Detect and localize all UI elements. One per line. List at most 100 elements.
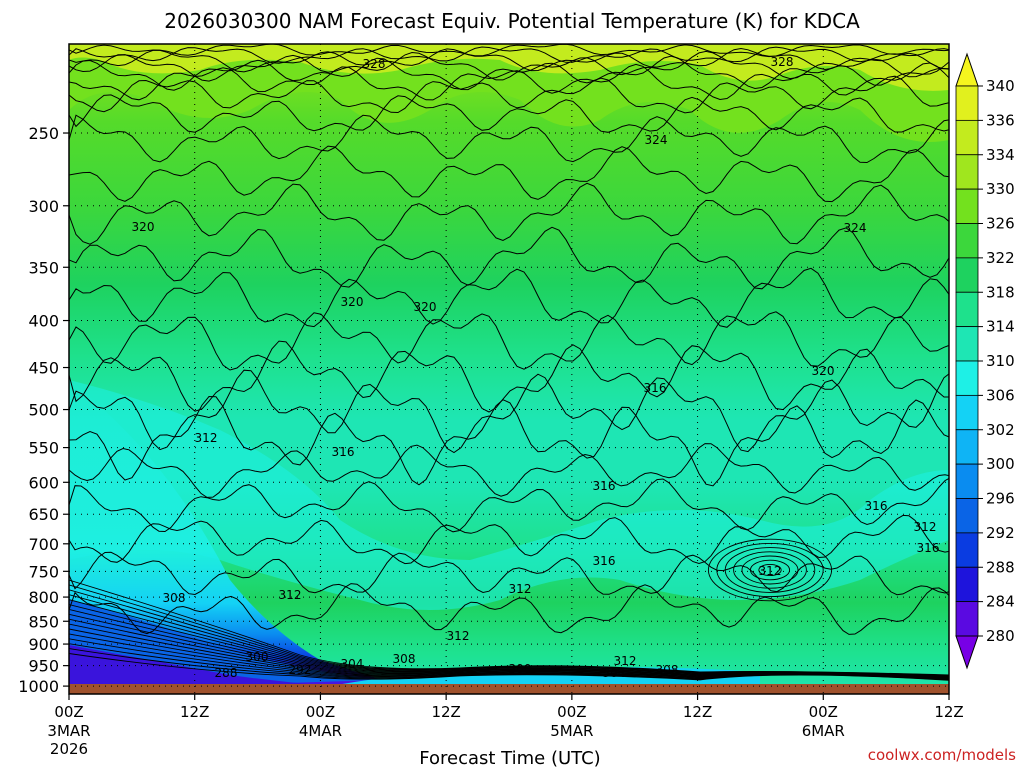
contour-line <box>69 46 949 64</box>
colorbar-top-tip <box>955 52 979 87</box>
colorbar-swatch <box>955 429 979 465</box>
colorbar-label: 284 <box>986 593 1015 611</box>
contour-label: 316 <box>593 554 616 568</box>
contour-line <box>69 551 949 596</box>
contour-line <box>69 369 949 454</box>
contour-line <box>69 47 949 73</box>
colorbar-label: 322 <box>986 249 1015 267</box>
contour-label: 320 <box>132 220 155 234</box>
colorbar-bottom-tip <box>955 635 979 670</box>
colorbar-swatch <box>955 532 979 568</box>
colorbar-swatch <box>955 463 979 499</box>
y-tick-label: 400 <box>28 312 59 331</box>
colorbar-label: 300 <box>986 455 1015 473</box>
contour-line <box>69 311 949 371</box>
colorbar-swatch <box>955 498 979 534</box>
colorbar-swatch <box>955 154 979 190</box>
colorbar-swatch <box>955 360 979 396</box>
contour-label: 312 <box>509 582 532 596</box>
cold-layer-core <box>69 645 330 690</box>
y-tick-label: 900 <box>28 635 59 654</box>
y-tick-label: 700 <box>28 535 59 554</box>
y-tick-label: 650 <box>28 505 59 524</box>
contour-label: 312 <box>614 654 637 668</box>
y-tick-label: 850 <box>28 612 59 631</box>
contour-line <box>69 62 949 101</box>
contour-line <box>69 226 949 290</box>
contour-label: 324 <box>645 133 668 147</box>
contour-line <box>716 542 824 598</box>
contour-line <box>69 114 949 164</box>
colorbar-label: 280 <box>986 627 1015 645</box>
contour-line <box>69 514 949 565</box>
colorbar-label: 314 <box>986 318 1015 336</box>
chart-title: 2026030300 NAM Forecast Equiv. Potential… <box>164 9 860 33</box>
contour-label: 320 <box>341 295 364 309</box>
x-tick-label: 00Z <box>809 703 838 721</box>
y-tick-label: 750 <box>28 562 59 581</box>
contour-label: 304 <box>341 657 364 671</box>
ground-surface <box>69 684 949 694</box>
y-tick-label: 950 <box>28 657 59 676</box>
contour-label: 300 <box>246 650 269 664</box>
x-tick-label: 00Z <box>306 703 335 721</box>
y-tick-label: 300 <box>28 197 59 216</box>
y-tick-label: 450 <box>28 359 59 378</box>
x-tick-label: 00Z <box>557 703 586 721</box>
contour-label: 316 <box>865 499 888 513</box>
y-tick-label: 1000 <box>18 677 59 696</box>
credit-text: coolwx.com/models <box>868 746 1016 764</box>
contour-label: 304 <box>603 666 626 680</box>
colorbar-label: 330 <box>986 180 1015 198</box>
plot-area <box>69 44 949 694</box>
contour-label: 292 <box>289 663 312 677</box>
contour-line <box>749 559 791 581</box>
colorbar-label: 326 <box>986 215 1015 233</box>
contour-line <box>724 547 816 593</box>
contour-label: 312 <box>279 588 302 602</box>
y-tick-label: 550 <box>28 439 59 458</box>
contour-label: 316 <box>644 381 667 395</box>
contour-label: 316 <box>917 541 940 555</box>
x-tick-label: 12Z <box>180 703 209 721</box>
contour-line <box>707 538 833 602</box>
contour-line <box>69 94 949 133</box>
colorbar-label: 288 <box>986 558 1015 576</box>
contour-line <box>69 145 949 203</box>
colorbar-label: 302 <box>986 421 1015 439</box>
colorbar-label: 292 <box>986 524 1015 542</box>
y-axis: 250 300 350 400 450 500 550 600 650 700 750 800 850 9… <box>18 124 69 696</box>
x-tick-label: 12Z <box>934 703 963 721</box>
colorbar-label: 340 <box>986 77 1015 95</box>
colorbar-label: 318 <box>986 283 1015 301</box>
x-tick-label: 3MAR <box>47 722 90 740</box>
colorbar-swatch <box>955 601 979 637</box>
cold-air-wedge <box>69 380 420 690</box>
contour-label: 300 <box>509 662 532 676</box>
contour-line <box>741 555 799 585</box>
colorbar-swatch <box>955 119 979 156</box>
x-tick-label: 12Z <box>683 703 712 721</box>
y-tick-label: 250 <box>28 124 59 143</box>
colorbar-swatch <box>955 188 979 224</box>
contour-line <box>69 443 949 498</box>
contour-label: 308 <box>163 591 186 605</box>
x-tick-label: 2026 <box>50 740 88 758</box>
contour-label: 312 <box>759 564 782 578</box>
contour-line <box>758 563 782 577</box>
contour-label: 320 <box>812 364 835 378</box>
contour-line <box>69 395 949 487</box>
contour-label: 316 <box>332 445 355 459</box>
colorbar-swatch <box>955 223 979 259</box>
x-tick-label: 6MAR <box>802 722 845 740</box>
y-tick-label: 800 <box>28 588 59 607</box>
colorbar-swatch <box>955 291 979 328</box>
y-tick-label: 350 <box>28 258 59 277</box>
contour-line <box>69 44 949 58</box>
contour-line <box>69 50 949 82</box>
contour-label: 312 <box>447 629 470 643</box>
contour-label: 308 <box>656 663 679 677</box>
x-tick-label: 12Z <box>431 703 460 721</box>
